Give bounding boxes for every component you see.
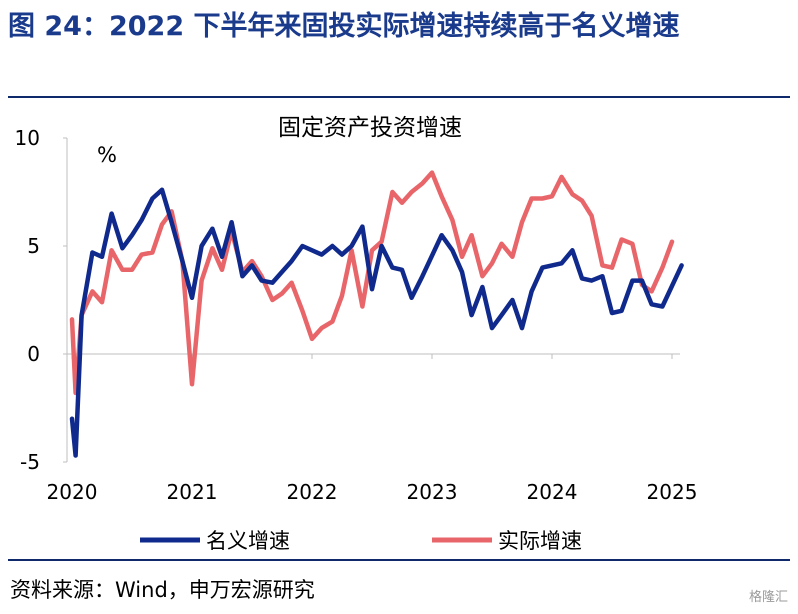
y-tick-label: 10 (15, 126, 40, 150)
line-chart: 固定资产投资增速 % -5 0 5 10 2020 2021 2022 2023 2024 202… (15, 115, 698, 553)
x-tick-label: 2021 (167, 480, 218, 504)
x-tick-label: 2023 (407, 480, 458, 504)
top-rule (8, 96, 790, 98)
source-note: 资料来源：Wind，申万宏源研究 (10, 578, 315, 602)
x-tick-label: 2025 (647, 480, 698, 504)
legend-label: 名义增速 (206, 529, 290, 553)
y-tick-label: -5 (20, 450, 40, 474)
figure-title: 图 24：2022 下半年来固投实际增速持续高于名义增速 (8, 11, 680, 42)
bottom-rule (8, 559, 790, 561)
series-layer (69, 170, 684, 458)
y-axis-unit-label: % (97, 143, 117, 167)
x-tick-label: 2020 (47, 480, 98, 504)
series-line-nominal (69, 187, 684, 458)
y-tick-label: 5 (27, 234, 40, 258)
x-tick-label: 2024 (527, 480, 578, 504)
x-tick-label: 2022 (287, 480, 338, 504)
watermark-text: 格隆汇 (748, 590, 788, 605)
axes: -5 0 5 10 2020 2021 2022 2023 2024 2025 (15, 126, 698, 504)
legend: 名义增速 实际增速 (140, 529, 582, 553)
chart-title: 固定资产投资增速 (278, 115, 462, 141)
series-line-real (69, 170, 675, 396)
legend-label: 实际增速 (498, 529, 582, 553)
y-tick-label: 0 (27, 342, 40, 366)
